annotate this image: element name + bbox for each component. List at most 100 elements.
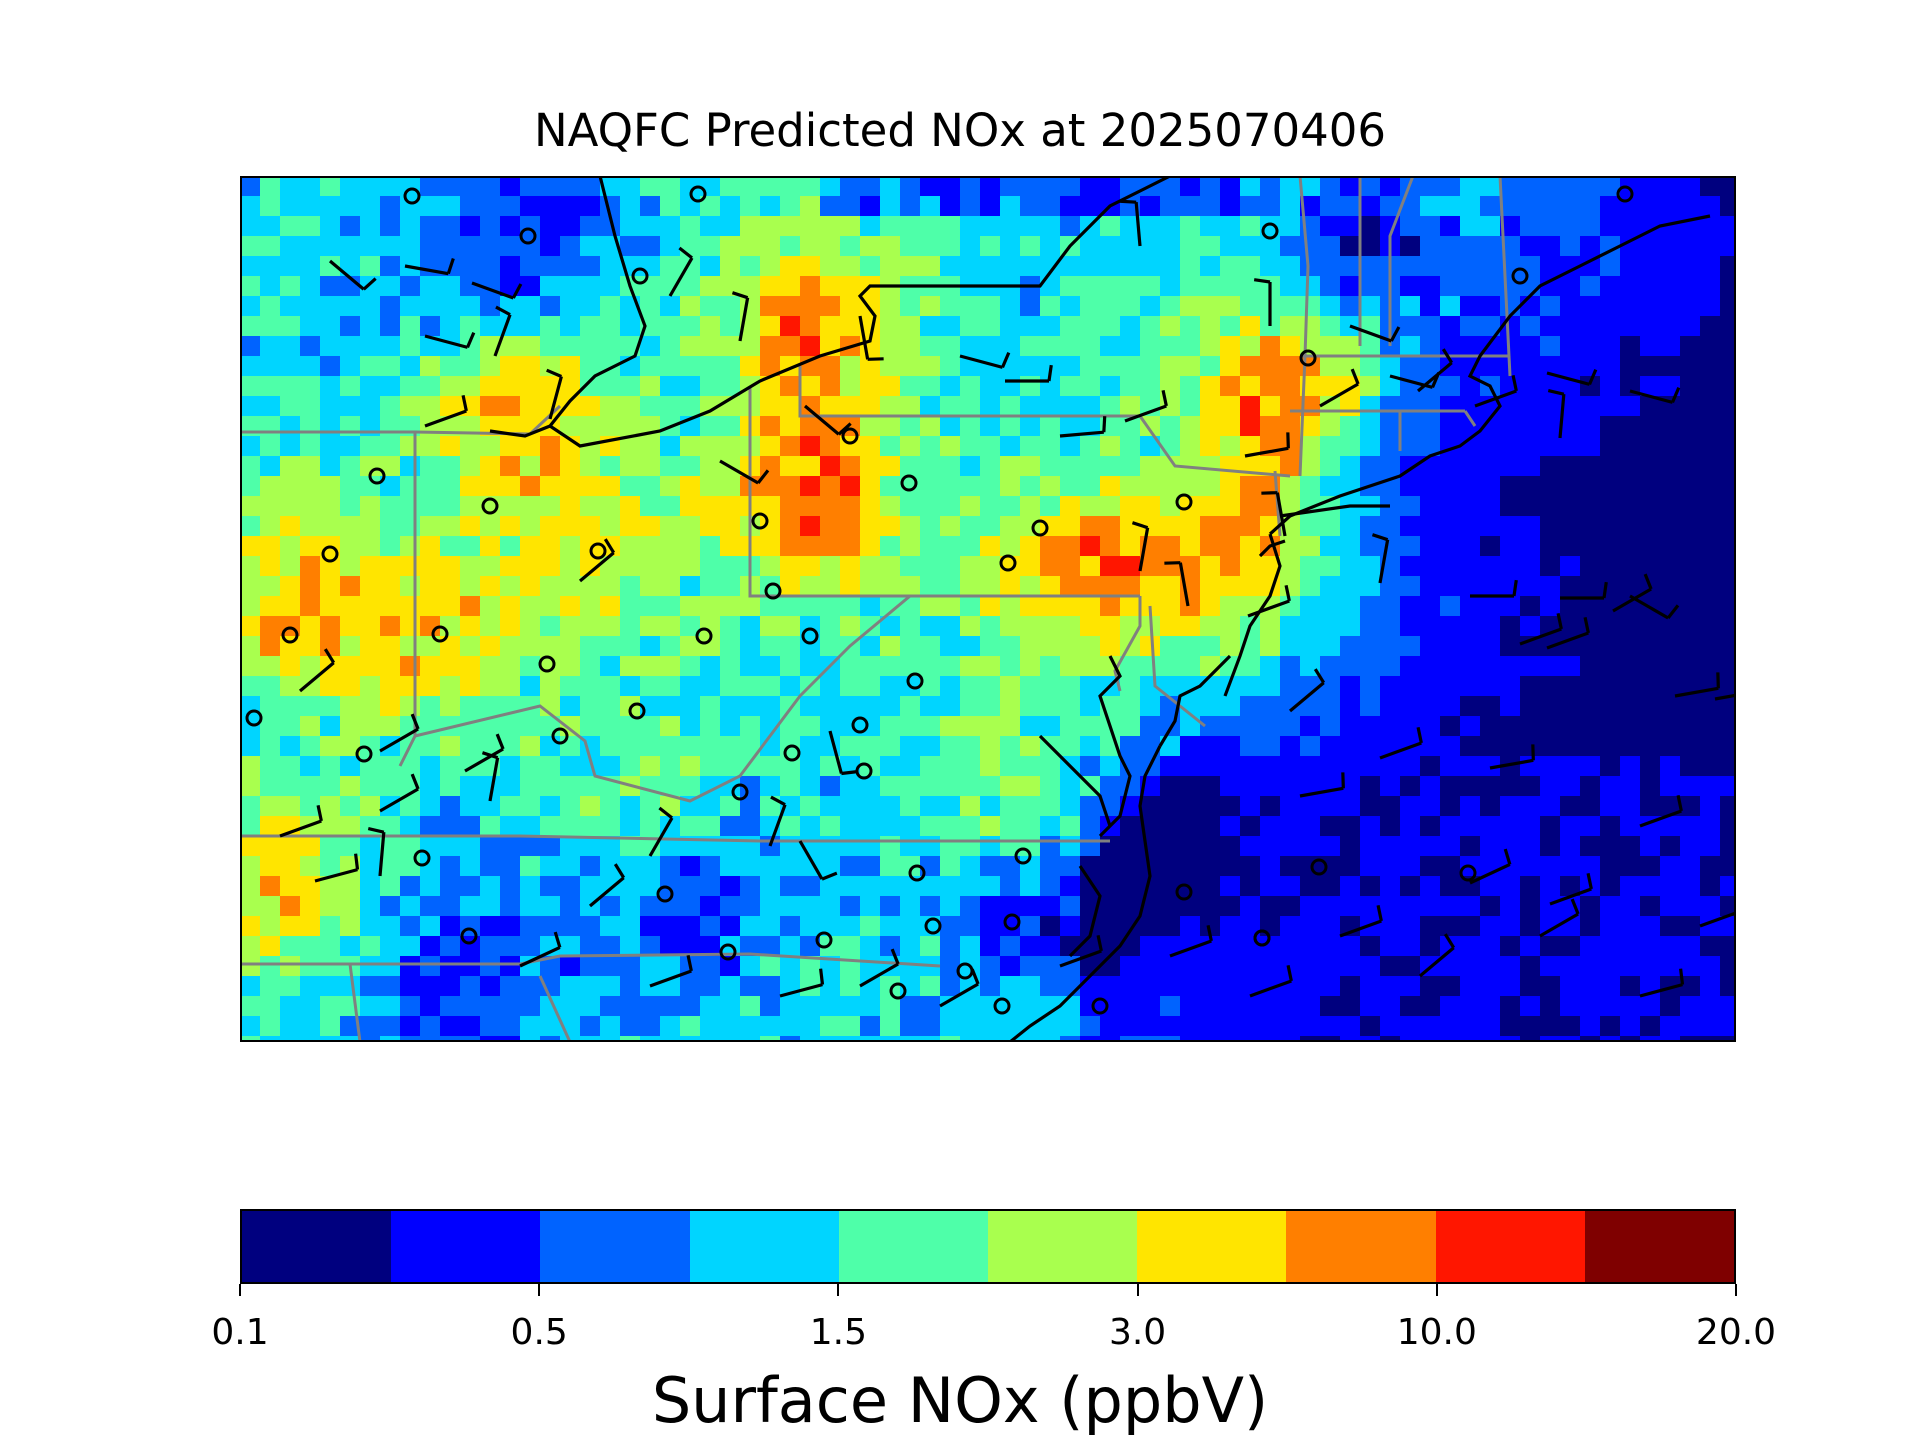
colorbar: [240, 1209, 1736, 1284]
wind-barb: [1612, 573, 1653, 613]
calm-wind-marker: [413, 849, 431, 867]
calm-wind-marker: [460, 927, 478, 945]
wind-barb: [719, 459, 770, 485]
colorbar-tick-mark: [1136, 1284, 1139, 1296]
colorbar-segment: [1435, 1211, 1585, 1282]
calm-wind-marker: [656, 885, 674, 903]
calm-wind-marker: [281, 626, 299, 644]
colorbar-tick-mark: [538, 1284, 541, 1296]
wind-barb: [328, 259, 377, 291]
wind-barb: [546, 368, 563, 420]
wind-barb: [1059, 934, 1103, 968]
wind-barb: [649, 954, 693, 988]
colorbar-label: Surface NOx (ppbV): [651, 1364, 1269, 1437]
wind-barb: [803, 404, 852, 436]
wind-barb: [1131, 521, 1150, 572]
calm-wind-marker: [1014, 847, 1032, 865]
calm-wind-marker: [481, 497, 499, 515]
calm-wind-marker: [1261, 222, 1279, 240]
calm-wind-marker: [956, 962, 974, 980]
wind-barb: [768, 795, 787, 847]
wind-barb: [367, 826, 386, 877]
calm-wind-marker: [1616, 185, 1634, 203]
calm-wind-marker: [1031, 519, 1049, 537]
calm-wind-marker: [815, 931, 833, 949]
wind-barb: [1319, 368, 1360, 408]
wind-barb: [1549, 872, 1593, 906]
wind-barb: [314, 853, 360, 883]
calm-wind-marker: [906, 672, 924, 690]
wind-barb: [1489, 744, 1535, 770]
calm-wind-marker: [841, 427, 859, 445]
calm-wind-marker: [538, 655, 556, 673]
calm-wind-marker: [889, 982, 907, 1000]
calm-wind-marker: [1310, 858, 1328, 876]
wind-barb: [424, 332, 476, 349]
wind-barb: [279, 804, 323, 838]
colorbar-tick-label: 20.0: [1695, 1312, 1777, 1353]
wind-barb: [1470, 579, 1518, 598]
colorbar-segment: [540, 1211, 690, 1282]
calm-wind-marker: [1091, 997, 1109, 1015]
wind-barb: [1629, 594, 1680, 620]
colorbar-ticks: 0.1 0.5 1.5 3.0 10.0 20.0: [211, 1284, 1776, 1353]
map-plot-area[interactable]: [240, 176, 1736, 1042]
colorbar-tick-label: 1.5: [809, 1312, 868, 1353]
colorbar-tick-label: 10.0: [1396, 1312, 1477, 1353]
calm-wind-marker: [993, 997, 1011, 1015]
wind-barb: [1349, 324, 1401, 343]
wind-barb: [578, 538, 616, 583]
wind-barb: [519, 931, 562, 968]
calm-wind-marker: [1459, 864, 1477, 882]
calm-wind-marker: [519, 227, 537, 245]
colorbar-segment: [1286, 1211, 1436, 1282]
colorbar-segment: [391, 1211, 541, 1282]
wind-barb: [1379, 726, 1423, 760]
wind-barb: [1169, 924, 1213, 958]
wind-barb: [1474, 374, 1518, 408]
colorbar-segment: [1584, 1211, 1735, 1282]
colorbar-tick-mark: [1735, 1284, 1737, 1296]
wind-barb: [493, 305, 512, 357]
calm-wind-marker: [695, 627, 713, 645]
colorbar-tick-label: 0.5: [510, 1312, 568, 1353]
wind-barb: [1639, 794, 1683, 828]
wind-barb: [1124, 389, 1168, 423]
wind-barb: [1247, 584, 1291, 618]
wind-barb: [1371, 533, 1390, 584]
wind-barb: [1418, 933, 1456, 978]
wind-barb: [1546, 616, 1590, 650]
calm-wind-marker: [900, 474, 918, 492]
wind-barb: [464, 733, 505, 773]
calm-wind-marker: [245, 709, 263, 727]
calm-wind-marker: [1175, 883, 1193, 901]
wind-barb: [404, 257, 455, 276]
colorbar-tick-mark: [239, 1284, 241, 1296]
calm-wind-marker: [731, 783, 749, 801]
calm-wind-marker: [628, 702, 646, 720]
colorbar-segment: [1137, 1211, 1287, 1282]
wind-barb: [1546, 369, 1598, 386]
colorbar-tick-label: 3.0: [1108, 1312, 1167, 1353]
calm-wind-marker: [783, 744, 801, 762]
calm-wind-marker: [431, 625, 449, 643]
coastline: [489, 176, 1711, 1042]
calm-wind-marker: [589, 542, 607, 560]
calm-wind-marker: [924, 917, 942, 935]
calm-wind-marker: [764, 582, 782, 600]
wind-barb: [1629, 387, 1681, 404]
colorbar-segment: [242, 1211, 392, 1282]
wind-barb: [424, 394, 468, 428]
wind-barb: [1519, 612, 1563, 646]
state-borders: [240, 176, 1512, 1042]
wind-barb: [1469, 848, 1512, 885]
wind-barb: [1560, 581, 1608, 600]
colorbar-tick-mark: [1435, 1284, 1438, 1296]
calm-wind-marker: [851, 716, 869, 734]
wind-barb: [1714, 693, 1736, 701]
calm-wind-marker: [689, 185, 707, 203]
calm-wind-marker: [1175, 493, 1193, 511]
wind-barb: [1416, 348, 1454, 393]
wind-barb: [1253, 278, 1272, 326]
wind-barb: [1674, 672, 1720, 698]
